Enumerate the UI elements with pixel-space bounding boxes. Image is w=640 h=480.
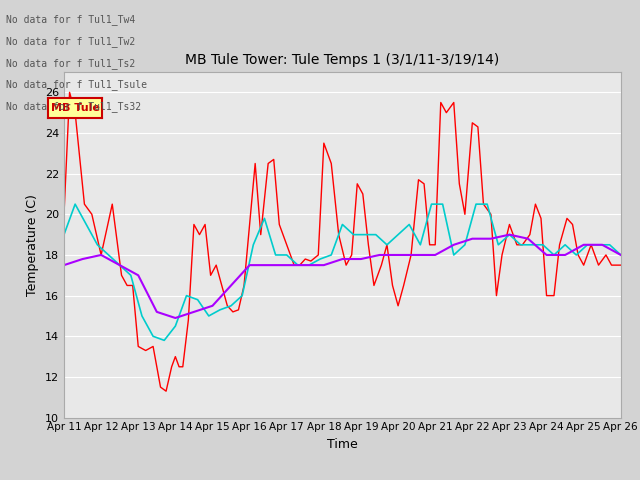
Tul1_Ts-8cm [205, 313, 212, 319]
X-axis label: Time: Time [327, 438, 358, 451]
Line: Tul1_Ts-16cm: Tul1_Ts-16cm [64, 235, 621, 318]
Tul1_Ts-8cm [250, 242, 257, 248]
Tul1_Ts-8cm [606, 242, 614, 248]
Tul1_Ts-16cm [376, 252, 383, 258]
Tul1_Ts-16cm [320, 262, 328, 268]
Tul1_Ts-16cm [116, 262, 124, 268]
Tul1_Ts-16cm [190, 309, 198, 315]
Tul1_Tw+10cm [66, 89, 74, 95]
Tul1_Ts-16cm [301, 262, 309, 268]
Tul1_Ts-16cm [524, 236, 532, 241]
Tul1_Tw+10cm [163, 388, 170, 394]
Tul1_Ts-16cm [543, 252, 550, 258]
Tul1_Ts-8cm [161, 337, 168, 343]
Text: No data for f Tul1_Tsule: No data for f Tul1_Tsule [6, 79, 147, 90]
Text: No data for f Tul1_Tw4: No data for f Tul1_Tw4 [6, 14, 136, 25]
Tul1_Tw+10cm [543, 293, 550, 299]
Tul1_Ts-16cm [60, 262, 68, 268]
Tul1_Ts-16cm [227, 283, 235, 288]
Text: No data for f Tul1_Tw2: No data for f Tul1_Tw2 [6, 36, 136, 47]
Tul1_Ts-16cm [153, 309, 161, 315]
Tul1_Tw+10cm [218, 283, 226, 288]
Text: No data for f Tul1_Ts32: No data for f Tul1_Ts32 [6, 101, 141, 112]
Text: No data for f Tul1_Ts2: No data for f Tul1_Ts2 [6, 58, 136, 69]
Tul1_Tw+10cm [617, 262, 625, 268]
Tul1_Ts-16cm [246, 262, 253, 268]
Tul1_Ts-16cm [209, 303, 216, 309]
Tul1_Ts-16cm [431, 252, 439, 258]
Tul1_Ts-16cm [134, 273, 142, 278]
Title: MB Tule Tower: Tule Temps 1 (3/1/11-3/19/14): MB Tule Tower: Tule Temps 1 (3/1/11-3/19… [185, 53, 500, 67]
Tul1_Tw+10cm [207, 273, 214, 278]
Line: Tul1_Tw+10cm: Tul1_Tw+10cm [64, 92, 621, 391]
Tul1_Ts-16cm [450, 242, 458, 248]
Tul1_Ts-8cm [260, 216, 268, 221]
Tul1_Ts-16cm [394, 252, 402, 258]
Tul1_Tw+10cm [149, 344, 157, 349]
Tul1_Ts-16cm [97, 252, 105, 258]
Text: MB Tule: MB Tule [51, 103, 100, 113]
Tul1_Ts-8cm [71, 201, 79, 207]
Tul1_Ts-16cm [468, 236, 476, 241]
Tul1_Ts-16cm [598, 242, 606, 248]
Tul1_Ts-8cm [60, 232, 68, 238]
Tul1_Ts-16cm [617, 252, 625, 258]
Tul1_Ts-8cm [450, 252, 458, 258]
Tul1_Ts-16cm [357, 256, 365, 262]
Tul1_Ts-16cm [339, 256, 346, 262]
Line: Tul1_Ts-8cm: Tul1_Ts-8cm [64, 204, 621, 340]
Tul1_Ts-8cm [483, 201, 491, 207]
Tul1_Ts-16cm [506, 232, 513, 238]
Tul1_Ts-16cm [79, 256, 86, 262]
Tul1_Ts-16cm [561, 252, 569, 258]
Tul1_Ts-16cm [413, 252, 420, 258]
Tul1_Tw+10cm [613, 262, 621, 268]
Tul1_Ts-16cm [580, 242, 588, 248]
Tul1_Ts-16cm [283, 262, 291, 268]
Y-axis label: Temperature (C): Temperature (C) [26, 194, 39, 296]
Tul1_Tw+10cm [394, 303, 402, 309]
Tul1_Ts-16cm [172, 315, 179, 321]
Tul1_Tw+10cm [60, 211, 68, 217]
Tul1_Ts-16cm [264, 262, 272, 268]
Tul1_Ts-16cm [487, 236, 495, 241]
Tul1_Ts-8cm [617, 252, 625, 258]
